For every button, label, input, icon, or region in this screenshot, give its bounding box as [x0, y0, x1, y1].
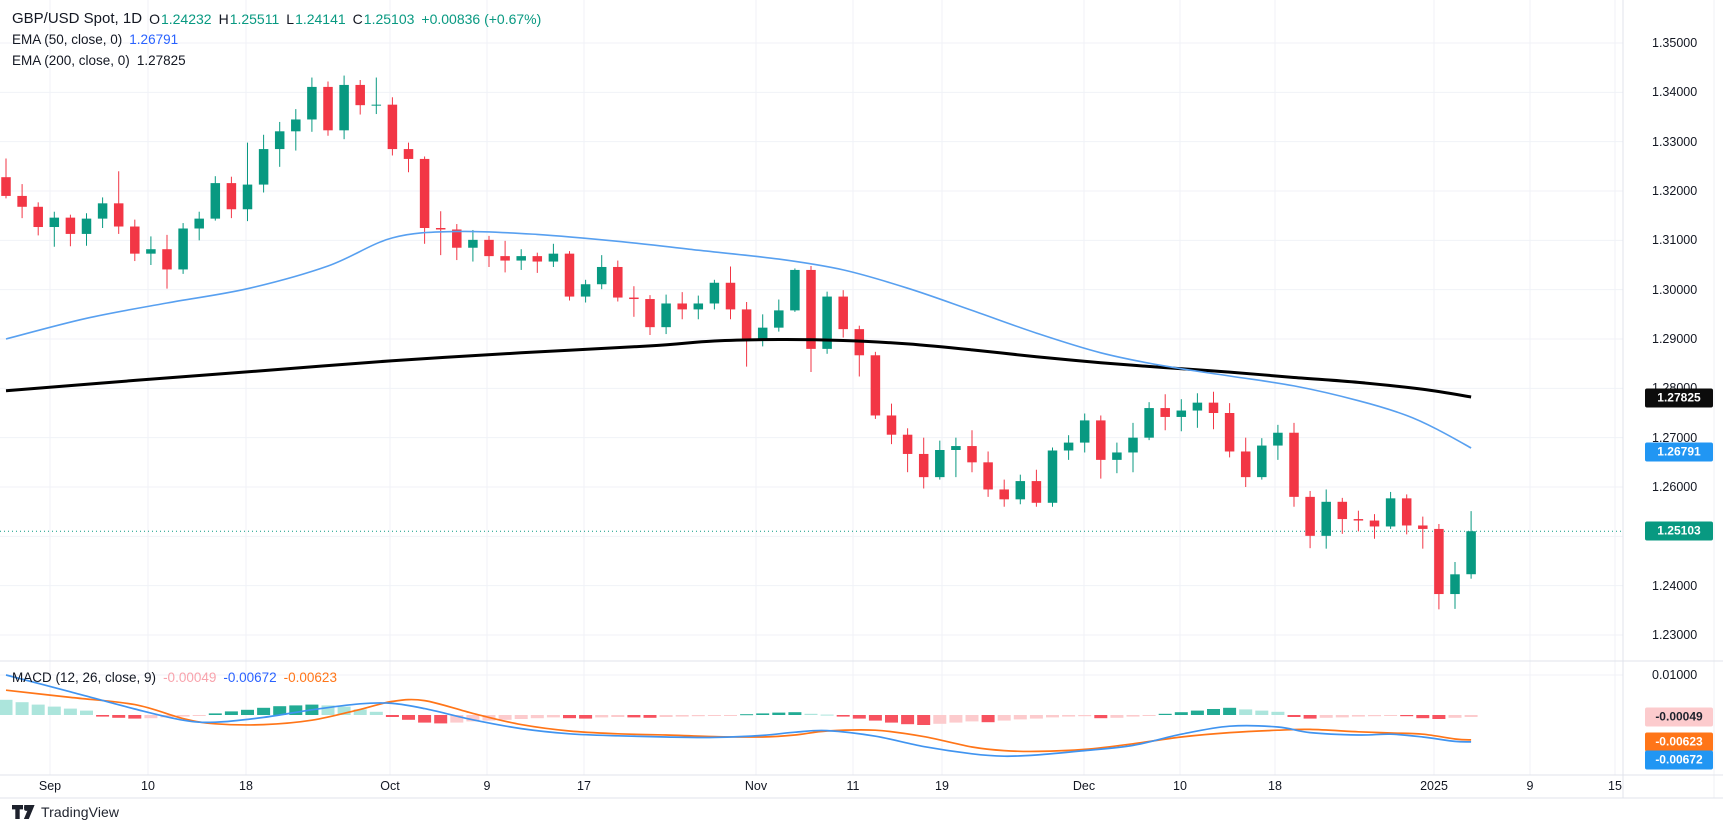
time-axis-label: 2025 — [1420, 779, 1448, 793]
tradingview-logo-text: TradingView — [41, 804, 120, 820]
time-axis-label: 19 — [935, 779, 949, 793]
last-price-badge: 1.25103 — [1645, 521, 1713, 541]
price-axis-label: 1.26000 — [1652, 480, 1698, 494]
macd-histogram — [0, 699, 1478, 725]
high-value: H 1.25511 — [218, 10, 280, 27]
time-axis-label: 15 — [1608, 779, 1622, 793]
time-axis-label: Nov — [744, 779, 768, 793]
time-axis-label: 9 — [483, 779, 491, 793]
tradingview-logo[interactable]: TradingView — [12, 804, 119, 820]
price-axis-label: 1.23000 — [1652, 628, 1698, 642]
ema50-legend-row[interactable]: EMA (50, close, 0) 1.26791 — [12, 32, 179, 47]
macd-line-badge: -0.00672 — [1645, 750, 1713, 770]
price-axis-label: 1.31000 — [1652, 233, 1698, 248]
ema200-line — [5, 337, 1472, 399]
time-axis-label: 18 — [1268, 779, 1282, 793]
macd-hist-value: -0.00049 — [163, 669, 217, 685]
macd-axis-label: 0.01000 — [1652, 668, 1698, 682]
price-axis-label: 1.33000 — [1652, 134, 1698, 149]
price-axis-label: 1.30000 — [1652, 282, 1698, 297]
macd-legend: MACD (12, 26, close, 9) -0.00049 -0.0067… — [12, 668, 337, 686]
price-axis-label: 1.32000 — [1652, 184, 1698, 198]
time-axis-label: 17 — [577, 779, 591, 793]
symbol-legend-row[interactable]: GBP/USD Spot, 1D O 1.24232 H 1.25511 L 1.24… — [12, 8, 541, 29]
gridlines — [0, 0, 1623, 775]
price-axis-label: 1.27000 — [1652, 430, 1698, 445]
time-axis-label: 11 — [846, 779, 860, 793]
low-value: L 1.24141 — [286, 10, 346, 27]
macd-legend-row[interactable]: MACD (12, 26, close, 9) -0.00049 -0.0067… — [12, 669, 337, 685]
ema50-price-badge: 1.26791 — [1645, 442, 1713, 462]
tradingview-logo-icon — [12, 804, 35, 819]
macd-signal-value: -0.00623 — [283, 669, 337, 685]
time-axis-label: 10 — [1173, 779, 1187, 793]
time-axis-label: Oct — [380, 779, 400, 793]
macd-line-value: -0.00672 — [223, 669, 277, 685]
macd-signal-badge: -0.00623 — [1645, 732, 1713, 752]
legend-main: GBP/USD Spot, 1D O 1.24232 H 1.25511 L 1.24… — [12, 8, 541, 71]
price-axis-label: 1.29000 — [1652, 332, 1698, 346]
time-axis-label: 9 — [1526, 779, 1534, 793]
price-axis-label: 1.35000 — [1652, 36, 1698, 50]
time-axis-label: 10 — [141, 779, 155, 793]
ema200-legend-row[interactable]: EMA (200, close, 0) 1.27825 — [12, 53, 186, 68]
ema200-value: 1.27825 — [136, 53, 186, 68]
chart-canvas[interactable] — [0, 0, 1723, 800]
ema50-value: 1.26791 — [129, 32, 179, 47]
time-axis-label: Dec — [1072, 779, 1096, 793]
macd-signal-line — [5, 689, 1472, 753]
pane-borders — [0, 0, 1723, 799]
ema50-line — [5, 230, 1472, 449]
symbol-title[interactable]: GBP/USD Spot, 1D — [12, 10, 143, 27]
close-value: C 1.25103 — [352, 10, 415, 27]
ema200-price-badge: 1.27825 — [1645, 388, 1713, 408]
time-axis-label: Sep — [38, 779, 62, 793]
change-value: +0.00836 (+0.67%) — [421, 10, 542, 27]
macd-line — [5, 674, 1472, 758]
open-value: O 1.24232 — [149, 10, 212, 27]
macd-hist-badge: -0.00049 — [1645, 707, 1713, 727]
time-axis-label: 18 — [239, 779, 253, 793]
candles — [1, 75, 1476, 610]
price-axis-label: 1.24000 — [1652, 578, 1698, 593]
price-axis-label: 1.34000 — [1652, 85, 1698, 100]
